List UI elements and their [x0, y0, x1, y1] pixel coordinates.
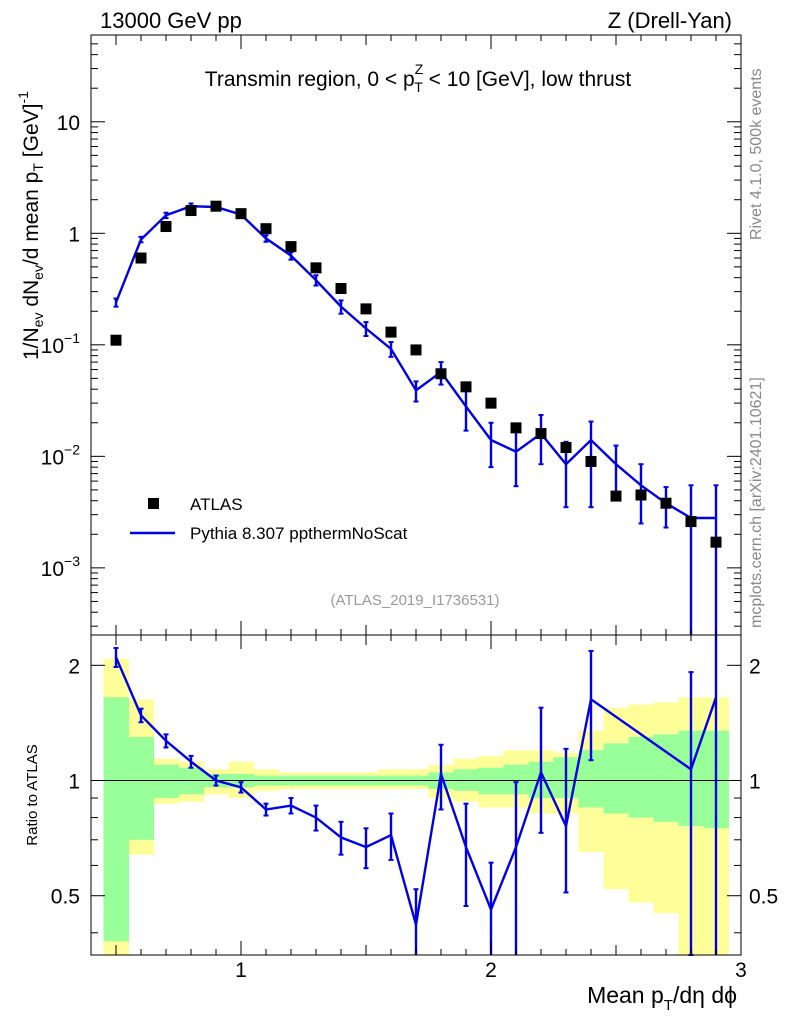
- atlas-data-point: [410, 344, 422, 356]
- main-y-tick-label: 1: [68, 223, 80, 246]
- main-ticks: [90, 34, 742, 635]
- atlas-data-point: [285, 241, 297, 253]
- ratio-y-tick-label-left: 0.5: [51, 886, 80, 909]
- x-tick-label: 1: [235, 959, 247, 982]
- ratio-band-inner: [653, 734, 679, 822]
- ratio-mc-line: [114, 656, 718, 926]
- ratio-y-axis-label: Ratio to ATLAS: [24, 744, 41, 845]
- atlas-data-point: [210, 200, 222, 212]
- main-y-tick-label: 10−3: [41, 553, 81, 581]
- ratio-y-tick-label-left: 2: [68, 655, 80, 678]
- ratio-band-inner: [128, 736, 154, 840]
- atlas-data-point: [310, 262, 322, 274]
- legend-label-atlas: ATLAS: [190, 495, 243, 514]
- ratio-y-tick-label-right: 1: [749, 771, 761, 794]
- main-y-tick-label: 10−2: [41, 441, 81, 469]
- ratio-band-inner: [178, 767, 204, 795]
- atlas-data-point: [335, 282, 347, 294]
- legend-label-pythia: Pythia 8.307 ppthermNoScat: [190, 524, 408, 543]
- atlas-data-point: [435, 368, 447, 380]
- legend-marker-atlas: [148, 498, 159, 509]
- main-frame: [90, 34, 742, 636]
- atlas-data-point: [610, 490, 622, 502]
- atlas-data-point: [235, 208, 247, 220]
- ratio-band-inner: [478, 767, 504, 795]
- x-tick-label: 2: [485, 959, 497, 982]
- ratio-y-tick-label-left: 1: [68, 771, 80, 794]
- ratio-panel: 0.5 0.5 1 1 2 2 1 2 3 Ratio to ATLAS Mean pT/dη …: [24, 634, 778, 1014]
- header-right: Z (Drell-Yan): [608, 8, 732, 33]
- x-axis-label: Mean pT/dη dϕ: [587, 982, 737, 1014]
- atlas-data-point: [185, 205, 197, 217]
- legend: ATLAS Pythia 8.307 ppthermNoScat: [130, 495, 408, 543]
- ratio-y-tick-label-right: 0.5: [749, 886, 778, 909]
- ratio-tick-labels: 0.5 0.5 1 1 2 2 1 2 3: [51, 655, 778, 982]
- source-label: mcplots.cern.ch [arXiv:2401.10621]: [748, 377, 765, 628]
- atlas-data-point: [710, 536, 722, 548]
- atlas-data-point: [510, 422, 522, 434]
- main-data-layer: [110, 200, 722, 635]
- atlas-data-point: [635, 489, 647, 501]
- ratio-band-inner: [628, 736, 654, 818]
- ratio-y-tick-label-right: 2: [749, 655, 761, 678]
- main-y-tick-label: 10: [57, 112, 80, 135]
- watermark: (ATLAS_2019_I1736531): [330, 592, 499, 609]
- ratio-data-layer: [113, 635, 718, 956]
- atlas-data-point: [535, 428, 547, 440]
- atlas-data-point: [110, 334, 122, 346]
- atlas-data-point: [560, 442, 572, 454]
- atlas-data-point: [135, 252, 147, 264]
- chart-title: Transmin region, 0 < pZ T < 10 [GeV], low…: [205, 61, 632, 95]
- ratio-band-inner: [603, 743, 629, 814]
- atlas-data-point: [685, 516, 697, 528]
- ratio-band-inner: [103, 697, 129, 942]
- ratio-ticks: [90, 635, 742, 955]
- x-tick-label: 3: [735, 959, 747, 982]
- atlas-data-point: [660, 497, 672, 509]
- atlas-data-point: [585, 455, 597, 467]
- atlas-data-point: [260, 223, 272, 235]
- main-panel: 10−3 10−2 10−1 1 10 Transmin region, 0 < pZ T…: [15, 34, 742, 636]
- atlas-data-point: [485, 397, 497, 409]
- atlas-data-point: [460, 381, 472, 393]
- header-left: 13000 GeV pp: [100, 8, 242, 33]
- atlas-data-point: [385, 326, 397, 338]
- main-y-tick-labels: 10−3 10−2 10−1 1 10: [41, 112, 81, 581]
- ratio-band-inner: [153, 764, 179, 799]
- mc-line: [114, 204, 716, 520]
- atlas-data-point: [160, 221, 172, 233]
- atlas-data-point: [360, 303, 372, 315]
- rivet-version-label: Rivet 4.1.0, 500k events: [748, 68, 765, 240]
- main-y-tick-label: 10−1: [41, 330, 81, 358]
- main-y-axis-label: 1/Nev dNev/d mean pT [GeV]-1: [15, 91, 46, 360]
